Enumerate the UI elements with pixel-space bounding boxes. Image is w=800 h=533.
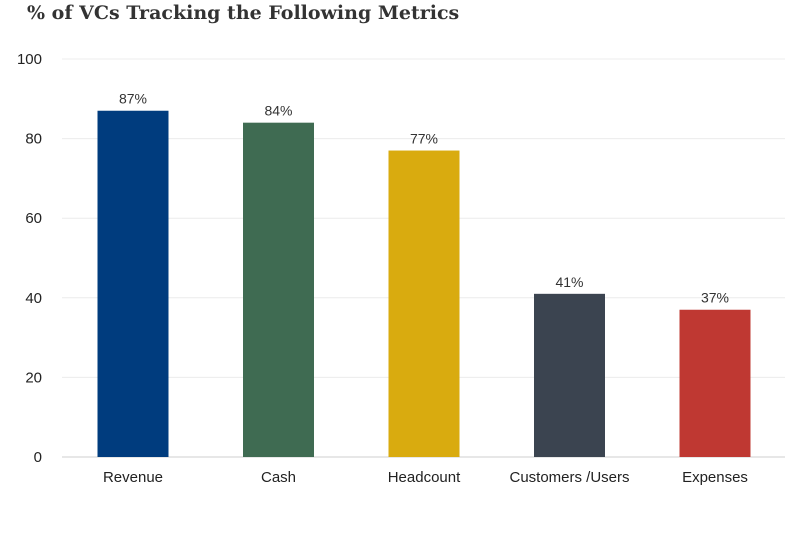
- chart-title: % of VCs Tracking the Following Metrics: [27, 2, 460, 24]
- y-axis-ticks: 0 20 40 60 80 100: [17, 51, 42, 466]
- data-label: 84%: [264, 103, 292, 119]
- y-tick-label: 80: [25, 131, 42, 148]
- y-tick-label: 20: [25, 369, 42, 386]
- bars: [97, 110, 751, 458]
- bar-headcount: [388, 150, 460, 458]
- data-label: 41%: [555, 274, 583, 290]
- bar-revenue: [97, 110, 169, 458]
- category-labels: Revenue Cash Headcount Customers /Users Expe…: [103, 469, 748, 486]
- bar-expenses: [679, 309, 751, 457]
- y-tick-label: 40: [25, 290, 42, 307]
- bar-cash: [243, 122, 314, 458]
- category-label: Revenue: [103, 469, 163, 486]
- bar-customers-users: [534, 293, 605, 457]
- data-label: 87%: [119, 91, 147, 107]
- category-label: Cash: [261, 469, 296, 486]
- data-labels: 87% 84% 77% 41% 37%: [119, 91, 729, 306]
- category-label: Expenses: [682, 469, 748, 486]
- y-tick-label: 100: [17, 51, 42, 68]
- y-tick-label: 60: [25, 210, 42, 227]
- data-label: 37%: [701, 290, 729, 306]
- category-label: Headcount: [388, 469, 461, 486]
- data-label: 77%: [410, 131, 438, 147]
- category-label: Customers /Users: [509, 469, 629, 486]
- y-tick-label: 0: [34, 449, 42, 466]
